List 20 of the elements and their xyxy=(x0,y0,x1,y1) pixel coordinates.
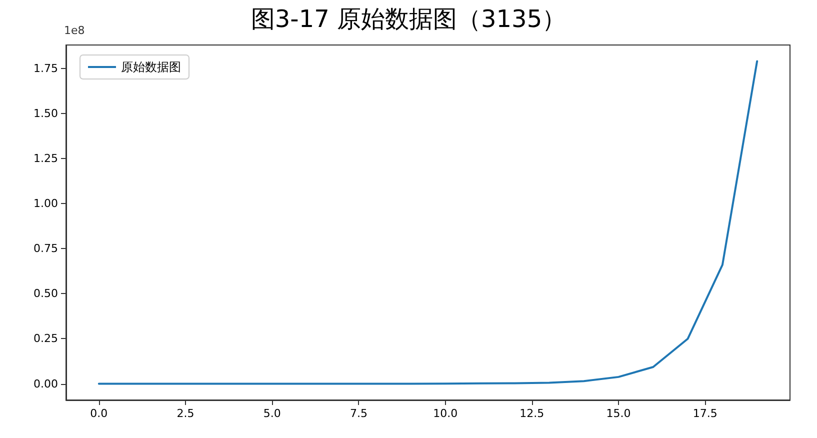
x-tick-label: 10.0 xyxy=(433,407,458,420)
x-tick-label: 2.5 xyxy=(176,407,194,420)
x-tick-label: 5.0 xyxy=(263,407,281,420)
y-tick-label: 0.25 xyxy=(34,332,58,346)
x-tick-label: 12.5 xyxy=(520,407,544,420)
y-tick-label: 0.75 xyxy=(34,242,58,256)
x-tick-label: 0.0 xyxy=(90,407,108,420)
y-tick-label: 0.00 xyxy=(34,377,58,390)
y-tick-label: 0.50 xyxy=(34,287,58,300)
y-tick-label: 1.25 xyxy=(34,152,58,166)
x-tick-label: 17.5 xyxy=(692,407,718,420)
legend-label: 原始数据图 xyxy=(121,60,181,74)
chart-title: 图3-17 原始数据图（3135） xyxy=(250,5,566,33)
text: 1e8 xyxy=(64,24,85,37)
x-tick-label: 15.0 xyxy=(606,407,631,420)
line-series xyxy=(98,60,758,385)
x-tick-label: 7.5 xyxy=(350,407,368,420)
y-tick-label: 1.50 xyxy=(34,106,58,120)
y-tick-label: 1.00 xyxy=(34,197,58,210)
y-tick-label: 1.75 xyxy=(34,62,58,75)
